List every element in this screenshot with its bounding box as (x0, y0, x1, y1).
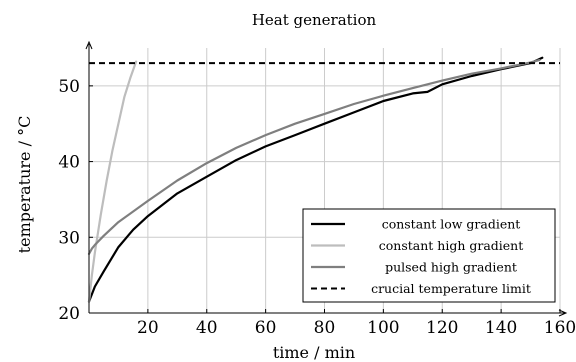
legend-label-0: constant low gradient (382, 217, 521, 232)
y-tick-label: 40 (58, 153, 80, 173)
legend: constant low gradient constant high gradi… (302, 208, 556, 303)
legend-label-2: pulsed high gradient (385, 260, 517, 275)
x-tick-label: 160 (544, 318, 576, 338)
y-axis-arrow (85, 40, 93, 50)
x-axis-label: time / min (273, 343, 355, 362)
series-line-2 (87, 59, 541, 255)
x-tick-label: 40 (196, 318, 218, 338)
series-line-1 (87, 60, 138, 303)
x-tick-label: 100 (367, 318, 399, 338)
x-tick-label: 140 (485, 318, 517, 338)
legend-label-3: crucial temperature limit (371, 281, 531, 296)
tick-labels: 20 40 60 80 100 120 140 160 20 30 40 50 (58, 77, 576, 338)
axes (85, 40, 568, 317)
legend-label-1: constant high gradient (379, 238, 524, 253)
y-tick-label: 20 (58, 304, 80, 324)
x-axis-arrow (558, 309, 568, 317)
y-axis-label: temperature / °C (15, 116, 34, 254)
x-tick-label: 20 (137, 318, 159, 338)
x-tick-label: 120 (426, 318, 458, 338)
x-tick-label: 80 (314, 318, 336, 338)
y-tick-label: 30 (58, 228, 80, 248)
x-tick-label: 60 (255, 318, 277, 338)
series-line-0 (87, 56, 544, 303)
chart-title: Heat generation (252, 11, 377, 29)
y-tick-label: 50 (58, 77, 80, 97)
series-group (87, 56, 560, 303)
